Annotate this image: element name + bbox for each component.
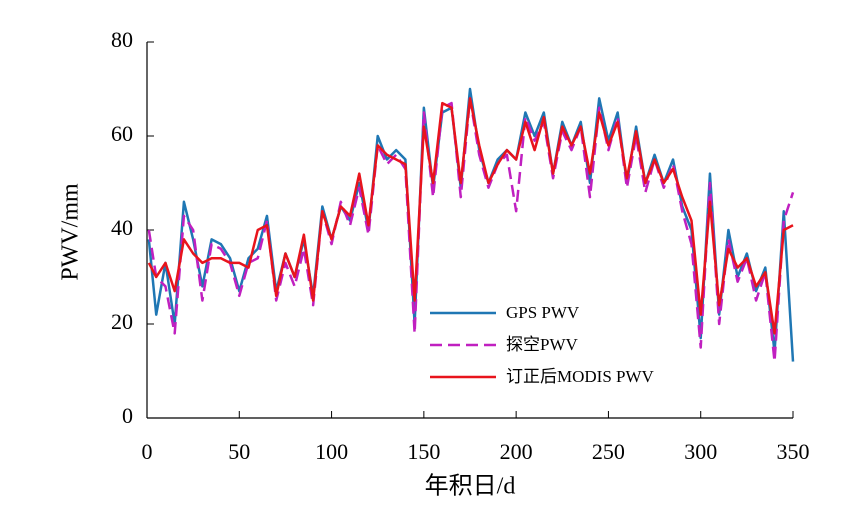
x-tick-label: 300 <box>684 439 717 464</box>
y-tick-label: 20 <box>111 309 133 334</box>
legend-label: 订正后MODIS PWV <box>506 367 655 386</box>
x-tick-label: 50 <box>228 439 250 464</box>
y-tick-label: 60 <box>111 121 133 146</box>
x-tick-label: 350 <box>777 439 810 464</box>
x-tick-label: 100 <box>315 439 348 464</box>
y-tick-label: 40 <box>111 215 133 240</box>
x-tick-label: 250 <box>592 439 625 464</box>
series-line <box>147 87 795 362</box>
x-tick-label: 0 <box>142 439 153 464</box>
series-line <box>147 97 794 335</box>
x-tick-label: 200 <box>500 439 533 464</box>
legend-label: 探空PWV <box>506 335 578 354</box>
series-line <box>147 97 795 363</box>
x-tick-label: 150 <box>407 439 440 464</box>
y-axis-title: PWV/mm <box>58 183 84 281</box>
y-tick-label: 0 <box>122 403 133 428</box>
y-tick-label: 80 <box>111 27 133 52</box>
legend-label: GPS PWV <box>506 303 580 322</box>
x-axis-title: 年积日/d <box>425 473 516 500</box>
